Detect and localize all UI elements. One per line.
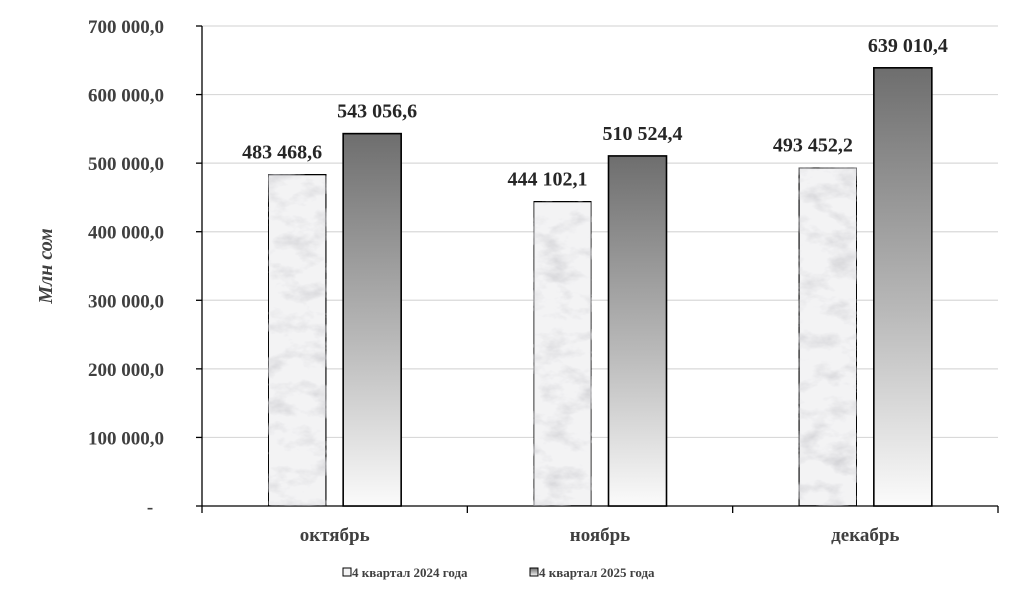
data-label: 639 010,4 [868,35,948,57]
legend-swatch [529,567,539,577]
data-label: 444 102,1 [508,168,588,190]
y-axis-label: Млн сом [35,228,57,305]
y-tick-label: 700 000,0 [88,17,164,38]
y-tick-label: 600 000,0 [88,86,164,107]
legend-label: 4 квартал 2025 года [539,565,655,580]
bar-series-2024 [798,166,858,507]
data-label: 493 452,2 [773,135,853,157]
gridlines [202,25,998,439]
axes: - 100 000,0 200 000,0 300 000,0 400 000,0 500… [88,17,999,546]
bar-series-2025 [607,155,668,507]
x-tick-label: декабрь [831,525,899,546]
y-tick-label: 400 000,0 [88,223,164,244]
bar-series-2024 [532,200,593,507]
legend-label: 4 квартал 2024 года [352,565,468,580]
y-tick-label: 200 000,0 [88,360,164,381]
x-tick-label: ноябрь [570,525,630,546]
legend: 4 квартал 2024 года 4 квартал 2025 года [342,565,655,580]
data-label: 543 056,6 [337,101,417,123]
bar-series-2025 [342,132,402,507]
bar-series-2024 [267,173,327,507]
data-label: 510 524,4 [603,123,683,145]
data-labels: 483 468,6 543 056,6 444 102,1 510 524,4 493 … [242,35,948,191]
bar-series-2025 [873,67,933,507]
y-tick-label: 500 000,0 [88,154,164,175]
x-tick-label: октябрь [300,525,370,546]
y-tick-label: 300 000,0 [88,291,164,312]
y-tick-label: - [147,497,153,518]
data-label: 483 468,6 [242,141,322,163]
legend-swatch [342,567,352,577]
bars [267,67,933,507]
y-tick-label: 100 000,0 [88,428,164,449]
